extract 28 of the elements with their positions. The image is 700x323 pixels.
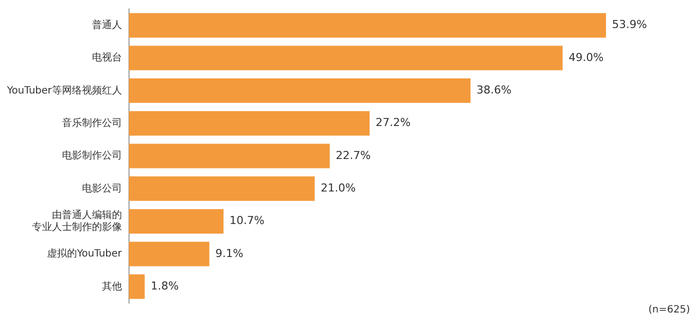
y-tick-label: 由普通人编辑的专业人士制作的影像 bbox=[32, 208, 122, 233]
data-label: 21.0% bbox=[320, 182, 356, 195]
bar bbox=[128, 111, 370, 136]
data-label: 27.2% bbox=[376, 116, 411, 130]
bar bbox=[128, 78, 471, 103]
text: (n=625) bbox=[648, 304, 690, 316]
y-tick-label: 电影制作公司 bbox=[62, 150, 122, 162]
y-tick-label: YouTuber等网络视频红人 bbox=[6, 84, 122, 96]
bar bbox=[128, 46, 563, 70]
data-label: 53.9% bbox=[612, 18, 647, 32]
bar bbox=[128, 13, 606, 38]
data-label: 1.8% bbox=[150, 280, 179, 293]
data-label: 38.6% bbox=[476, 84, 512, 97]
y-tick-label: 其他 bbox=[102, 280, 122, 292]
bar bbox=[128, 242, 210, 266]
bar bbox=[128, 209, 224, 234]
y-tick-label: 电视台 bbox=[92, 52, 122, 64]
bar bbox=[128, 274, 145, 299]
y-tick-label: 音乐制作公司 bbox=[62, 116, 122, 129]
bar bbox=[128, 176, 315, 201]
data-label: 22.7% bbox=[336, 148, 371, 162]
data-label: 9.1% bbox=[215, 246, 244, 260]
y-tick-label: 虚拟的YouTuber bbox=[46, 248, 123, 260]
data-label: 49.0% bbox=[568, 50, 604, 64]
y-tick-label: 电影公司 bbox=[82, 182, 122, 194]
y-tick-label: 普通人 bbox=[92, 18, 122, 31]
data-label: 10.7% bbox=[230, 214, 264, 228]
bar bbox=[128, 144, 330, 168]
